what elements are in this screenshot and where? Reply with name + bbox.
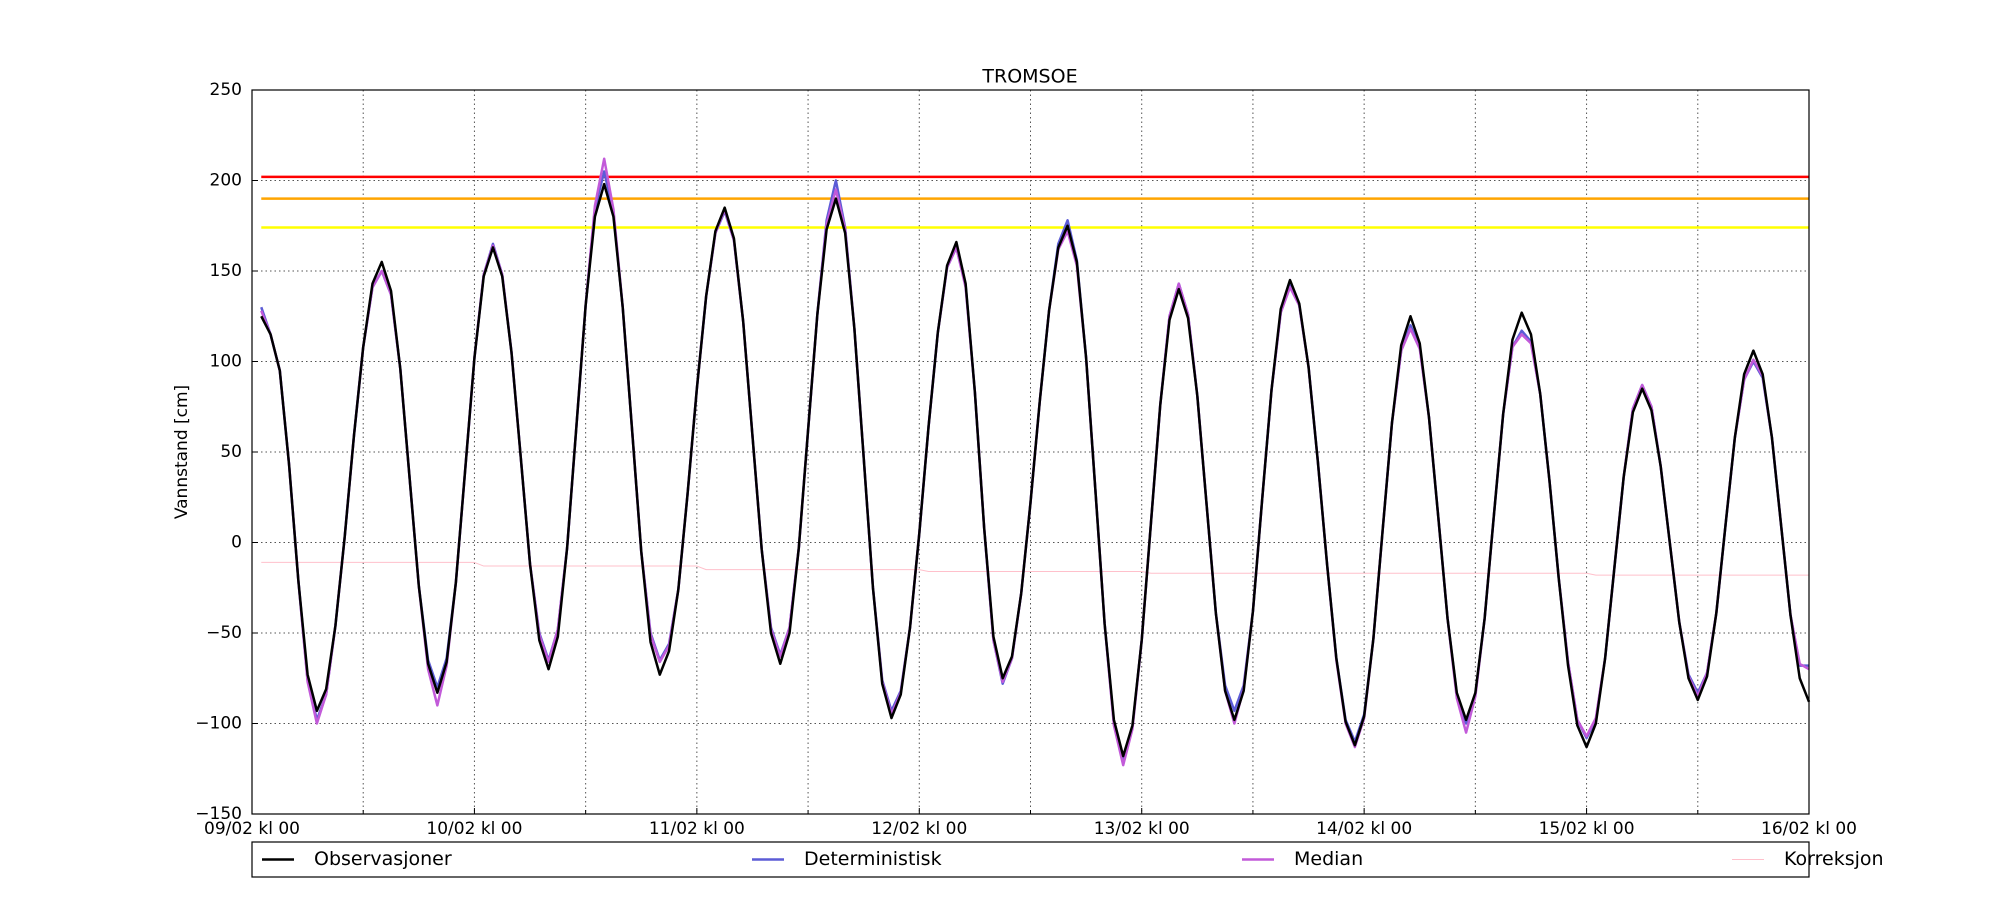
y-tick-label: −100 (195, 714, 242, 734)
y-tick-label: 100 (210, 352, 242, 372)
y-tick-label: −50 (206, 623, 242, 643)
x-tick-label: 12/02 kl 00 (871, 819, 967, 839)
chart-title: TROMSOE (981, 66, 1077, 88)
x-tick-label: 15/02 kl 00 (1539, 819, 1635, 839)
legend-label: Korreksjon (1784, 848, 1884, 870)
series-line (261, 561, 1809, 576)
x-tick-label: 09/02 kl 00 (204, 819, 300, 839)
x-tick-label: 16/02 kl 00 (1761, 819, 1857, 839)
x-tick-label: 11/02 kl 00 (649, 819, 745, 839)
x-tick-label: 13/02 kl 00 (1094, 819, 1190, 839)
y-tick-label: 200 (210, 171, 242, 191)
x-tick-label: 14/02 kl 00 (1316, 819, 1412, 839)
y-tick-label: 50 (220, 442, 242, 462)
legend-label: Median (1294, 848, 1363, 870)
plot-frame (251, 89, 1810, 815)
legend-label: Deterministisk (804, 848, 942, 870)
legend-frame (251, 841, 1810, 878)
x-tick-label: 10/02 kl 00 (426, 819, 522, 839)
y-tick-label: 250 (210, 80, 242, 100)
legend-label: Observasjoner (314, 848, 452, 870)
y-tick-label: 0 (231, 533, 242, 553)
y-axis-label: Vannstand [cm] (172, 385, 192, 519)
y-tick-label: 150 (210, 261, 242, 281)
y-tick-label: −150 (195, 804, 242, 824)
series-line (260, 182, 1811, 758)
